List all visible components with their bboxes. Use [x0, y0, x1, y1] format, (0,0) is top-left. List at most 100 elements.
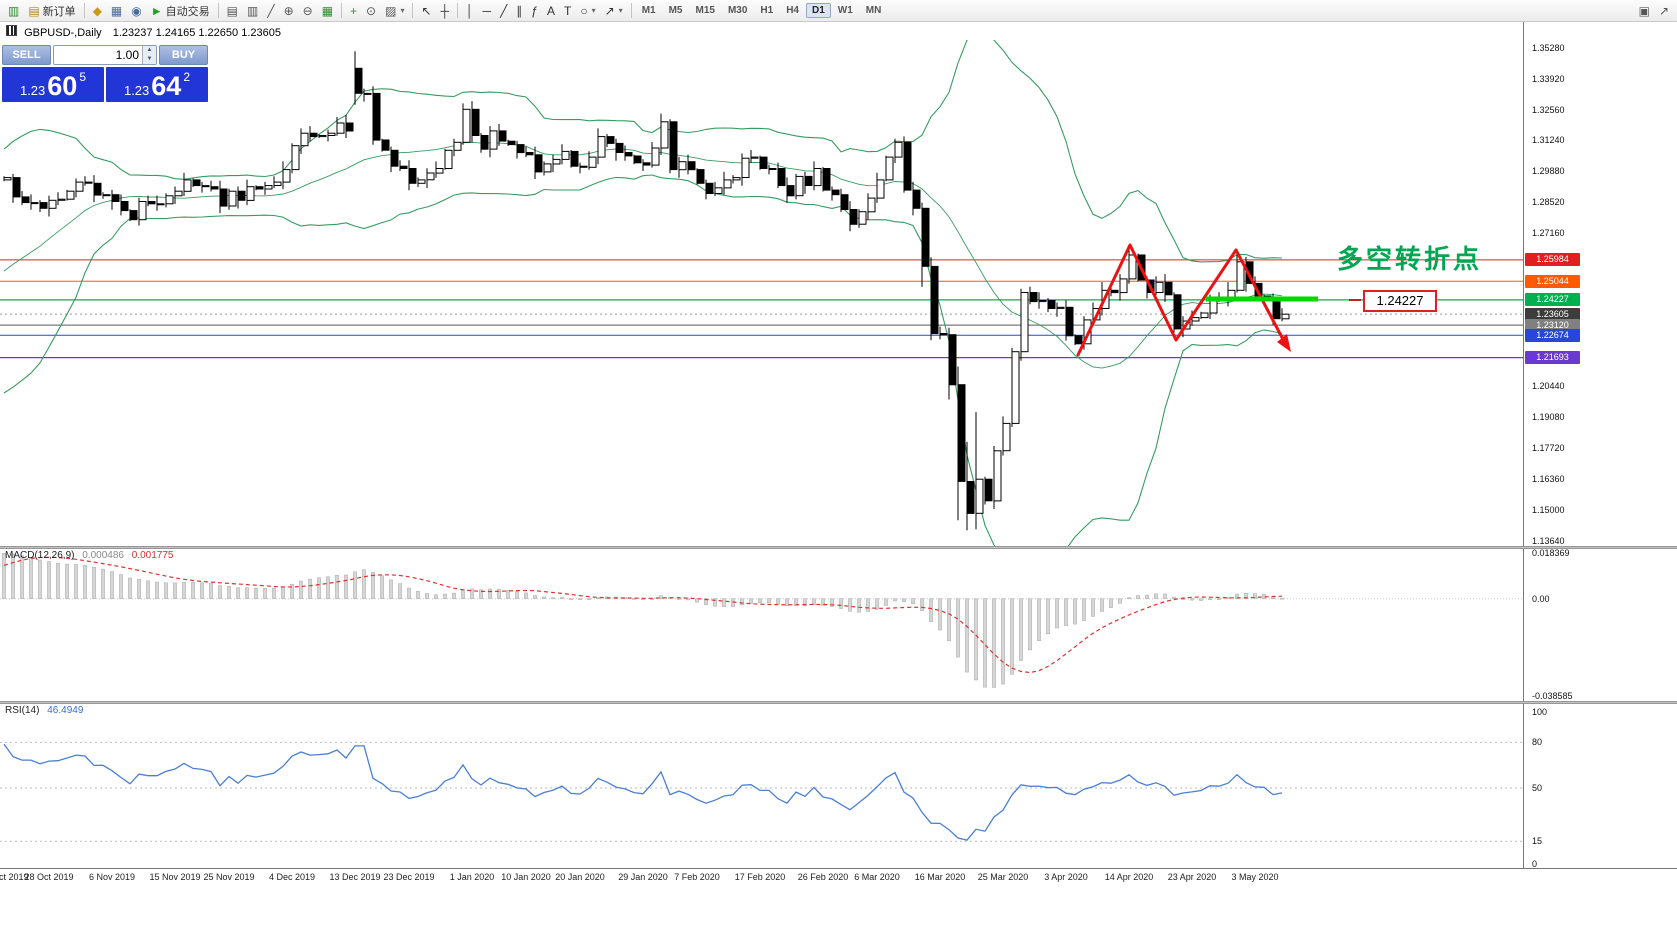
candle	[705, 182, 714, 195]
new-order-button-label: 新订单	[42, 5, 76, 18]
candlestick-chart-icon[interactable]: ▥	[243, 4, 262, 18]
price-tick-label: 1.28520	[1532, 197, 1565, 208]
tile-windows-icon[interactable]: ▦	[318, 4, 337, 18]
text-icon: A	[546, 3, 555, 18]
candle	[858, 211, 867, 225]
volume-value[interactable]: 1.00	[115, 48, 139, 62]
candle	[885, 156, 894, 181]
candle	[894, 141, 903, 158]
volume-down-button[interactable]: ▼	[143, 55, 156, 64]
period-icon: ⊙	[366, 3, 377, 18]
crosshair-icon[interactable]: ┼	[437, 4, 454, 18]
candle	[921, 207, 930, 267]
dropdown-arrow-icon[interactable]: ▾	[400, 6, 405, 15]
candle	[372, 92, 381, 141]
candle	[237, 190, 246, 201]
data-window-icon[interactable]: ◉	[127, 4, 145, 18]
timeframe-mn-button[interactable]: MN	[865, 5, 882, 16]
buy-button[interactable]: BUY	[159, 45, 208, 65]
price-chart[interactable]	[0, 40, 1523, 546]
timeframe-w1-button[interactable]: W1	[837, 5, 853, 16]
macd-signal-value: 0.001775	[131, 550, 174, 561]
rsi-chart[interactable]	[0, 710, 1523, 866]
candle	[48, 199, 57, 209]
price-tick-label: 1.33920	[1532, 74, 1565, 85]
candle	[138, 201, 147, 221]
line-chart-icon[interactable]: ╱	[263, 4, 278, 18]
timeframe-m5-button[interactable]: M5	[668, 5, 683, 16]
volume-input[interactable]: 1.00 ▲ ▼	[53, 45, 157, 65]
price-badge: 1.23605	[1525, 307, 1580, 321]
price-axis[interactable]: 1.35280 1.33920 1.32560 1.31240 1.29880 1.285…	[1523, 22, 1677, 869]
candle	[129, 210, 138, 221]
zoom-in-icon[interactable]: ⊕	[280, 4, 298, 18]
app-icon[interactable]: ▥	[4, 4, 23, 18]
candle	[255, 186, 264, 190]
rsi-value: 46.4949	[47, 705, 84, 716]
dropdown-arrow-icon[interactable]: ▾	[591, 6, 596, 15]
text-icon[interactable]: A	[543, 4, 559, 18]
callout-dash	[1349, 299, 1361, 301]
date-label: 16 Mar 2020	[914, 872, 966, 882]
price-badge: 1.24227	[1525, 293, 1580, 307]
indicators-icon[interactable]: +	[346, 4, 361, 18]
profiles-icon[interactable]: ◆	[89, 4, 106, 18]
timeframe-m15-button[interactable]: M15	[695, 5, 715, 16]
sell-button[interactable]: SELL	[2, 45, 51, 65]
auto-trading-button-label: 自动交易	[165, 5, 210, 18]
candle	[1065, 306, 1074, 337]
label-icon[interactable]: T	[560, 4, 575, 18]
candle	[1029, 292, 1038, 303]
shapes-icon[interactable]: ○ ▾	[576, 4, 599, 18]
channel-icon[interactable]: ∥	[512, 4, 526, 18]
zoom-out-icon[interactable]: ⊖	[299, 4, 317, 18]
timeframe-d1-button[interactable]: D1	[806, 3, 831, 18]
vertical-line-icon[interactable]: │	[462, 4, 478, 18]
panel-separator[interactable]	[0, 546, 1677, 549]
macd-signal-line	[3, 556, 1283, 674]
horizontal-line-icon[interactable]: ─	[479, 4, 496, 18]
candle	[984, 478, 993, 502]
candle	[759, 156, 768, 169]
toolbar-separator	[457, 3, 459, 18]
fibonacci-icon: ƒ	[531, 3, 538, 18]
candle	[318, 135, 327, 138]
cursor-icon[interactable]: ↖	[417, 4, 435, 18]
timeframe-h4-button[interactable]: H4	[786, 5, 799, 16]
sell-price-box[interactable]: 1.23 60 5	[2, 67, 104, 102]
macd-chart[interactable]	[0, 549, 1523, 701]
auto-trading-button[interactable]: ► 自动交易	[147, 2, 214, 20]
candle	[615, 142, 624, 154]
zigzag-trend-drawing[interactable]	[1076, 243, 1289, 357]
volume-up-button[interactable]: ▲	[143, 46, 156, 55]
candle	[561, 150, 570, 160]
dropdown-arrow-icon[interactable]: ▾	[618, 6, 623, 15]
data-window-icon: ◉	[131, 3, 142, 18]
market-watch-icon[interactable]: ▦	[107, 4, 126, 18]
price-callout-label[interactable]: 1.24227	[1363, 290, 1437, 312]
fibonacci-icon[interactable]: ƒ	[527, 4, 542, 18]
candle	[1056, 306, 1065, 309]
trendline-icon[interactable]: ╱	[496, 4, 511, 18]
ohlc-values: 1.23237 1.24165 1.22650 1.23605	[112, 27, 281, 39]
price-tick-label: 1.16360	[1532, 474, 1565, 484]
bar-chart-icon[interactable]: ▤	[223, 4, 242, 18]
buy-price-box[interactable]: 1.23 64 2	[106, 67, 208, 102]
templates-icon[interactable]: ▨ ▾	[381, 4, 408, 18]
window-icon[interactable]: ▣	[1635, 4, 1654, 18]
candle	[831, 189, 840, 196]
rsi-scale-label: 80	[1532, 737, 1543, 748]
date-label: 15 Nov 2019	[149, 872, 201, 882]
timeframe-m30-button[interactable]: M30	[727, 5, 748, 16]
candle	[66, 190, 75, 200]
period-icon[interactable]: ⊙	[362, 4, 380, 18]
new-order-button[interactable]: ▤ 新订单	[24, 2, 79, 20]
timeframe-m1-button[interactable]: M1	[641, 5, 656, 16]
panel-separator[interactable]	[0, 701, 1677, 704]
draw-cursor-icon[interactable]: ↗	[1655, 4, 1673, 18]
sell-price-pips: 60	[47, 71, 78, 102]
turning-point-annotation[interactable]: 多空转折点	[1337, 244, 1483, 274]
arrows-icon[interactable]: ↗ ▾	[601, 4, 627, 18]
timeframe-h1-button[interactable]: H1	[760, 5, 774, 16]
